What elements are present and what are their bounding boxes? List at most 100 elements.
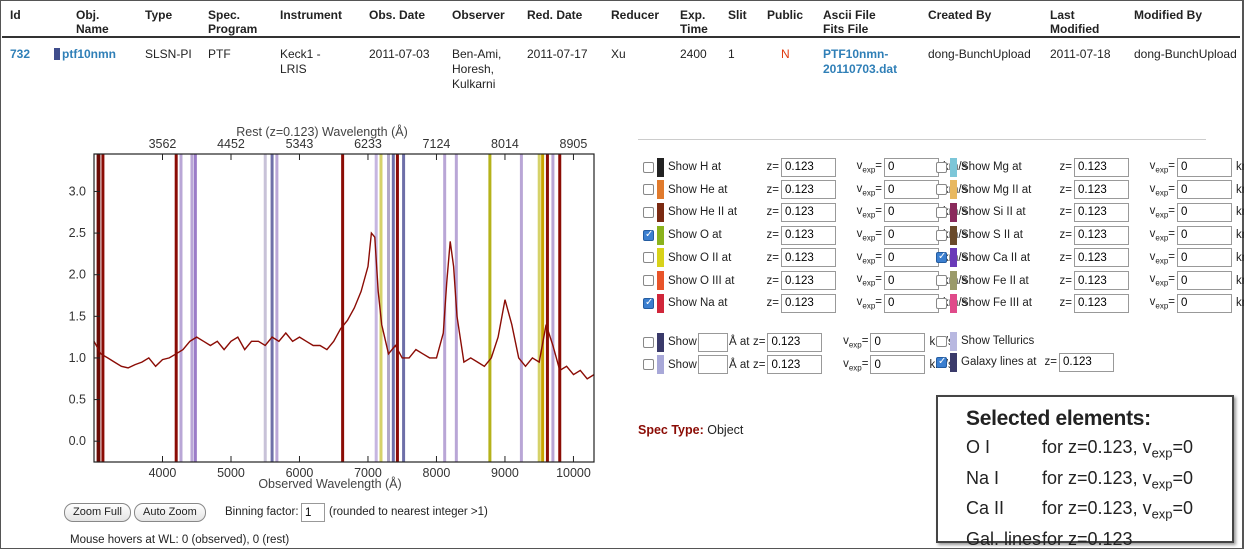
line-h-vexp-input[interactable] bbox=[884, 157, 939, 177]
v-exp-label: vexp= bbox=[856, 273, 882, 288]
custom-line-1-vexp-input[interactable] bbox=[870, 332, 926, 352]
v-exp-label: vexp= bbox=[856, 250, 882, 265]
header-instrument[interactable]: Instrument bbox=[280, 8, 343, 22]
line-marker bbox=[179, 154, 183, 462]
header-obs-date[interactable]: Obs. Date bbox=[369, 8, 426, 22]
custom-line-1-z-input[interactable] bbox=[767, 332, 823, 352]
tellurics-checkbox[interactable] bbox=[936, 335, 947, 347]
line-o-ii-label: Show O II at bbox=[668, 251, 732, 264]
header-spec-program[interactable]: Spec. Program bbox=[208, 8, 258, 36]
line-si-ii-vexp-input[interactable] bbox=[1177, 202, 1232, 222]
line-he-vexp-input[interactable] bbox=[884, 180, 939, 200]
file-icon[interactable] bbox=[54, 48, 60, 60]
galaxy-lines-checkbox[interactable] bbox=[936, 356, 947, 368]
custom-line-2-checkbox[interactable] bbox=[643, 359, 654, 371]
line-mg-ii-z-input[interactable] bbox=[1074, 180, 1129, 200]
line-control-row: Show Ca II at z= vexp= km/s bbox=[936, 247, 1244, 269]
obj-name-link[interactable]: ptf10nmn bbox=[62, 47, 116, 61]
line-he-ii-z-input[interactable] bbox=[781, 202, 836, 222]
line-ca-ii-checkbox[interactable] bbox=[936, 251, 947, 264]
line-ca-ii-vexp-input[interactable] bbox=[1177, 248, 1232, 268]
custom-line-2-z-input[interactable] bbox=[767, 355, 823, 375]
line-mg-vexp-input[interactable] bbox=[1177, 157, 1232, 177]
header-type[interactable]: Type bbox=[145, 8, 173, 22]
header-created-by[interactable]: Created By bbox=[928, 8, 992, 22]
header-public[interactable]: Public bbox=[767, 8, 804, 22]
header-red-date[interactable]: Red. Date bbox=[527, 8, 583, 22]
line-si-ii-z-input[interactable] bbox=[1074, 202, 1129, 222]
line-na-z-input[interactable] bbox=[781, 293, 836, 313]
selected-element: Na I bbox=[966, 467, 1000, 488]
header-obj-name[interactable]: Obj. Name bbox=[76, 8, 109, 36]
zoom-full-button[interactable]: Zoom Full bbox=[64, 503, 131, 522]
header-file[interactable]: Ascii File Fits File bbox=[823, 8, 876, 36]
line-fe-ii-vexp-input[interactable] bbox=[1177, 271, 1232, 290]
line-mg-ii-checkbox[interactable] bbox=[936, 184, 947, 196]
line-s-ii-vexp-input[interactable] bbox=[1177, 225, 1232, 245]
line-marker bbox=[101, 154, 105, 462]
line-o-ii-checkbox[interactable] bbox=[643, 252, 654, 264]
custom-line-1-wavelength-input[interactable] bbox=[698, 332, 728, 352]
line-he-checkbox[interactable] bbox=[643, 184, 654, 196]
line-control-row: Show Fe III at z= vexp= km/s bbox=[936, 292, 1244, 314]
line-fe-iii-vexp-input[interactable] bbox=[1177, 293, 1232, 313]
header-id[interactable]: Id bbox=[10, 8, 21, 22]
line-o-iii-vexp-input[interactable] bbox=[884, 271, 939, 290]
file-link[interactable]: PTF10nmn- 20110703.dat bbox=[823, 47, 898, 76]
header-modified-by[interactable]: Modified By bbox=[1134, 8, 1202, 22]
line-s-ii-z-input[interactable] bbox=[1074, 225, 1129, 245]
line-fe-ii-z-input[interactable] bbox=[1074, 271, 1129, 290]
galaxy-z-label: z= bbox=[1044, 356, 1057, 368]
line-he-ii-vexp-input[interactable] bbox=[884, 202, 939, 222]
cell-id[interactable]: 732 bbox=[10, 47, 31, 61]
header-last-modified[interactable]: Last Modified bbox=[1050, 8, 1100, 36]
line-mg-ii-vexp-input[interactable] bbox=[1177, 180, 1232, 200]
line-mg-checkbox[interactable] bbox=[936, 161, 947, 173]
selected-element: Gal. lines bbox=[966, 528, 1042, 549]
line-mg-z-input[interactable] bbox=[1074, 157, 1129, 177]
line-fe-iii-z-input[interactable] bbox=[1074, 293, 1129, 313]
v-exp-label: vexp= bbox=[1149, 227, 1175, 243]
galaxy-z-input[interactable] bbox=[1059, 352, 1114, 372]
header-reducer[interactable]: Reducer bbox=[611, 8, 660, 22]
cell-slit: 1 bbox=[728, 47, 735, 61]
binning-input[interactable] bbox=[301, 503, 325, 522]
line-fe-iii-checkbox[interactable] bbox=[936, 297, 947, 309]
line-he-ii-checkbox[interactable] bbox=[643, 206, 654, 218]
line-mg-label: Show Mg at bbox=[961, 161, 1022, 173]
cell-obj-name[interactable]: ptf10nmn bbox=[54, 47, 116, 62]
y-tick-label: 1.5 bbox=[69, 309, 86, 323]
selected-elements-box: Selected elements: O I for z=0.123, vexp=… bbox=[936, 395, 1234, 549]
unit-label: km/s bbox=[1236, 206, 1244, 219]
line-h-z-input[interactable] bbox=[781, 157, 836, 177]
spectrum-chart[interactable]: Rest (z=0.123) Wavelength (Å) Observed W… bbox=[0, 118, 620, 498]
custom-line-2-vexp-input[interactable] bbox=[870, 355, 926, 375]
line-marker bbox=[488, 154, 492, 462]
line-ca-ii-z-input[interactable] bbox=[1074, 248, 1129, 268]
line-si-ii-checkbox[interactable] bbox=[936, 206, 947, 218]
line-na-checkbox[interactable] bbox=[643, 297, 654, 309]
line-na-vexp-input[interactable] bbox=[884, 293, 939, 313]
custom-line-2-wavelength-input[interactable] bbox=[698, 355, 728, 375]
line-o-z-input[interactable] bbox=[781, 225, 836, 245]
header-divider bbox=[2, 36, 1240, 38]
header-observer[interactable]: Observer bbox=[452, 8, 505, 22]
header-slit[interactable]: Slit bbox=[728, 8, 747, 22]
line-o-ii-vexp-input[interactable] bbox=[884, 248, 939, 268]
line-s-ii-checkbox[interactable] bbox=[936, 229, 947, 241]
line-o-iii-checkbox[interactable] bbox=[643, 275, 654, 286]
header-exp-time[interactable]: Exp. Time bbox=[680, 8, 708, 36]
line-o-iii-z-input[interactable] bbox=[781, 271, 836, 290]
v-exp-label: vexp= bbox=[856, 159, 882, 175]
line-marker bbox=[402, 154, 406, 462]
line-fe-ii-checkbox[interactable] bbox=[936, 275, 947, 286]
line-h-checkbox[interactable] bbox=[643, 161, 654, 173]
custom-line-1-checkbox[interactable] bbox=[643, 336, 654, 348]
line-o-vexp-input[interactable] bbox=[884, 225, 939, 245]
selected-row: O I for z=0.123, vexp=0 bbox=[966, 435, 1232, 466]
line-he-z-input[interactable] bbox=[781, 180, 836, 200]
auto-zoom-button[interactable]: Auto Zoom bbox=[134, 503, 206, 522]
line-o-checkbox[interactable] bbox=[643, 229, 654, 241]
line-o-ii-z-input[interactable] bbox=[781, 248, 836, 268]
y-tick-label: 2.5 bbox=[69, 226, 86, 240]
